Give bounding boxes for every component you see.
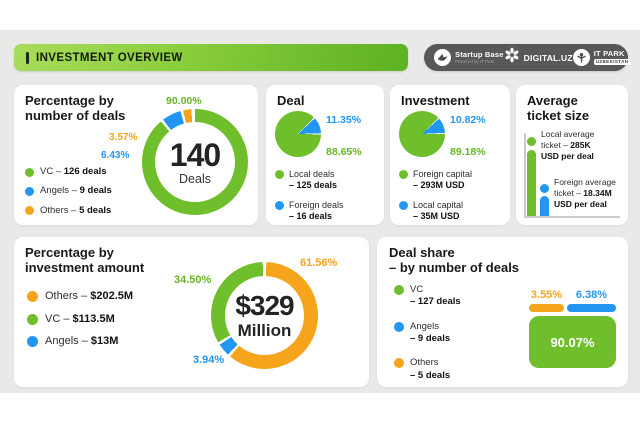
orange-dot-icon [27, 291, 38, 302]
startup-base-text: Startup Base Powered by IT Park [455, 51, 504, 65]
green-dot-icon [399, 170, 408, 179]
others-share-bar [529, 304, 564, 312]
pct-label-vc: 90.00% [166, 95, 202, 107]
legend-item-others: Others – 5 deals [25, 205, 112, 216]
pct-label-others: 61.56% [300, 257, 338, 269]
investment-pie-chart [399, 111, 445, 157]
foreign-ticket-note: Foreign average ticket – 18.34M USD per … [554, 177, 616, 210]
legend-item-vc: VC – 127 deals [394, 284, 461, 309]
total-deals-label: Deals [179, 171, 211, 186]
total-amount-value: $329 [235, 290, 294, 321]
startup-base-logo: Startup Base Powered by IT Park [434, 49, 504, 66]
legend-item-others: Others – $202.5M [27, 290, 133, 303]
legend: Others – $202.5M VC – $113.5M Angels – $… [27, 290, 133, 348]
green-dot-icon [27, 313, 38, 325]
local-ticket-dot-icon [527, 137, 536, 146]
card-title: Percentage by number of deals [25, 93, 126, 123]
legend-item-angels: Angels – $13M [27, 335, 133, 348]
pct-label-angels: 6.38% [575, 289, 608, 301]
header-title-bar: INVESTMENT OVERVIEW [14, 44, 408, 71]
pct-label-foreign-deals: 11.35% [326, 114, 362, 126]
card-title: Investment [401, 93, 470, 108]
legend-item-local-capital: Local capital – 35M USD [399, 200, 472, 223]
legend: VC – 127 deals Angels – 9 deals Others – 5 … [394, 284, 461, 382]
card-title: Percentage by investment amount [25, 245, 145, 275]
header-logo-bar: Startup Base Powered by IT Park [424, 44, 631, 71]
blue-dot-icon [399, 200, 408, 210]
legend: Local deals – 125 deals Foreign deals – 16… [275, 169, 344, 222]
donut-center: 140 Deals [155, 122, 235, 202]
card-average-ticket-size: Average ticket size Local average ticket… [516, 85, 628, 225]
green-dot-icon [25, 167, 34, 177]
pct-label-others: 3.55% [530, 289, 563, 301]
card-title: Deal share – by number of deals [389, 245, 520, 275]
it-park-country-badge: UZBEKISTAN [593, 58, 631, 66]
legend: VC – 126 deals Angels – 9 deals Others –… [25, 166, 112, 216]
digital-uz-flower-icon [504, 47, 520, 68]
card-deal: Deal 11.35% 88.65% Local deals – 125 deal… [266, 85, 384, 225]
it-park-text: IT PARK UZBEKISTAN [593, 48, 631, 66]
card-deal-share: Deal share – by number of deals VC – 127 … [377, 237, 628, 387]
legend-item-foreign-deals: Foreign deals – 16 deals [275, 200, 344, 223]
legend-item-local-deals: Local deals – 125 deals [275, 169, 344, 192]
card-percentage-by-number-of-deals: Percentage by number of deals 90.00% 3.5… [14, 85, 258, 225]
donut-center: $329 Million [225, 276, 304, 355]
pct-label-angels: 6.43% [101, 150, 130, 161]
investment-amount-donut-chart: $329 Million [211, 262, 318, 369]
title-tick-mark [26, 51, 29, 64]
deal-pie-chart [275, 111, 321, 157]
local-ticket-note: Local average ticket – 285K USD per deal [541, 129, 595, 162]
pct-label-angels: 3.94% [193, 354, 225, 366]
vc-share-bar: 90.07% [529, 316, 616, 368]
total-amount-label: Million [237, 321, 292, 340]
y-axis-line [524, 133, 526, 217]
card-title: Average ticket size [527, 93, 590, 123]
digital-uz-name: DIGITAL.UZ [523, 52, 573, 63]
pct-label-vc: 90.07% [550, 334, 595, 350]
it-park-name: IT PARK [593, 48, 625, 58]
blue-dot-icon [25, 186, 34, 196]
legend-item-others: Others – 5 deals [394, 357, 461, 382]
legend-item-angels: Angels – 9 deals [394, 321, 461, 346]
pct-label-others: 3.57% [109, 132, 138, 143]
startup-base-bird-icon [434, 49, 451, 66]
pct-label-local-capital: 10.82% [450, 114, 486, 126]
total-deals-value: 140 [169, 136, 221, 173]
dashboard-canvas: INVESTMENT OVERVIEW Startup Base Powered… [0, 30, 640, 393]
legend-item-vc: VC – 126 deals [25, 166, 112, 177]
blue-dot-icon [27, 336, 38, 348]
angels-share-bar [567, 304, 616, 312]
pct-label-foreign-capital: 89.18% [450, 146, 486, 158]
blue-dot-icon [275, 200, 284, 210]
orange-dot-icon [25, 206, 34, 216]
legend-item-angels: Angels – 9 deals [25, 186, 112, 196]
digital-uz-logo: DIGITAL.UZ [504, 47, 573, 68]
card-title: Deal [277, 93, 305, 108]
foreign-ticket-dot-icon [540, 184, 549, 193]
it-park-person-icon [572, 49, 590, 66]
pct-label-vc: 34.50% [174, 274, 212, 286]
orange-dot-icon [394, 358, 404, 369]
card-investment: Investment 10.82% 89.18% Foreign capital… [390, 85, 510, 225]
deals-count-donut-chart: 140 Deals [142, 109, 248, 215]
local-ticket-bar [527, 150, 536, 216]
x-axis-line [524, 216, 620, 218]
pct-label-local-deals: 88.65% [326, 146, 362, 158]
foreign-ticket-bar [540, 196, 549, 216]
startup-base-subtext: Powered by IT Park [455, 58, 495, 64]
startup-base-name: Startup Base [455, 49, 504, 59]
legend-item-vc: VC – $113.5M [27, 313, 133, 326]
blue-dot-icon [394, 321, 404, 332]
legend: Foreign capital – 293M USD Local capital –… [399, 169, 472, 222]
card-percentage-by-investment-amount: Percentage by investment amount Others –… [14, 237, 369, 387]
green-dot-icon [275, 170, 284, 179]
green-dot-icon [394, 285, 404, 295]
page-title: INVESTMENT OVERVIEW [36, 51, 183, 64]
legend-item-foreign-capital: Foreign capital – 293M USD [399, 169, 472, 192]
it-park-logo: IT PARK UZBEKISTAN [572, 48, 631, 66]
